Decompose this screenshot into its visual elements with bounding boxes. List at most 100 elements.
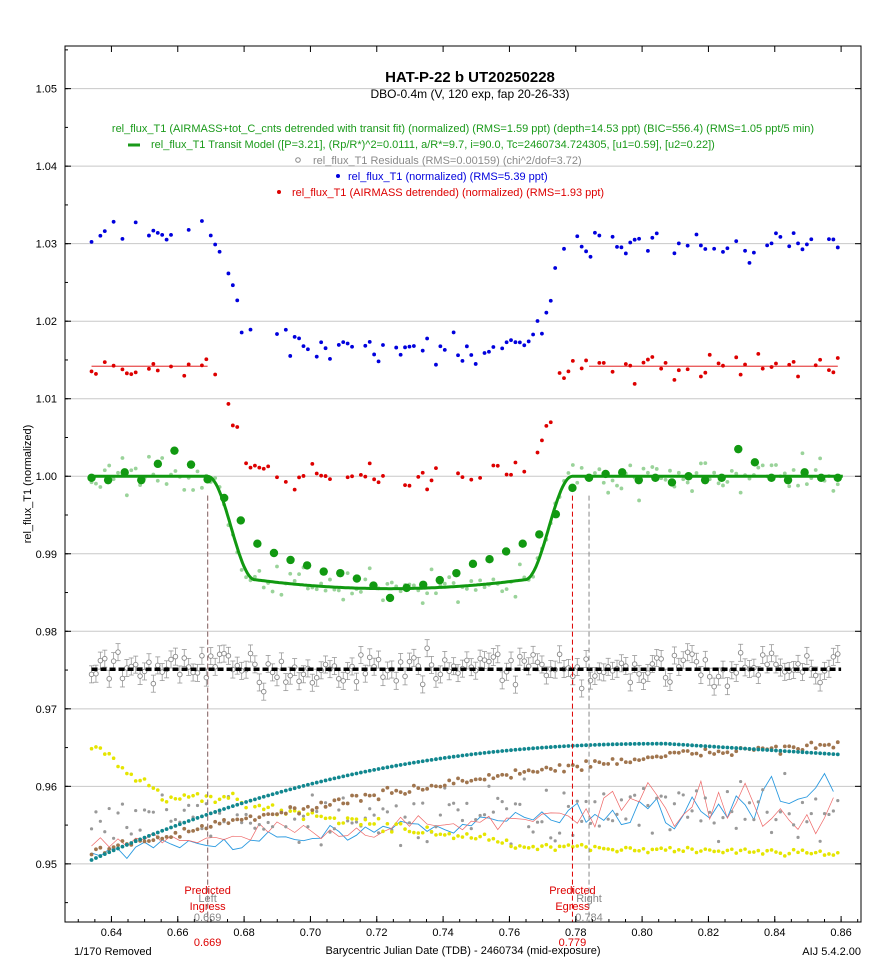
residual-point [260, 688, 267, 695]
width-point [738, 848, 743, 853]
raw-flux-point [376, 359, 381, 364]
width-point [509, 844, 513, 849]
width-point [743, 847, 747, 851]
airmass-point [756, 747, 761, 752]
residual-point [208, 653, 214, 659]
residual-point [667, 679, 673, 685]
width-point [94, 745, 98, 749]
binned-point [236, 516, 245, 525]
tot-c-cnts-point [447, 778, 452, 783]
raw-flux-point [297, 336, 301, 341]
airmass-detrended-point [548, 420, 553, 425]
raw-flux-point [350, 344, 354, 349]
detrended-point [712, 470, 717, 475]
residual-point [256, 679, 263, 686]
sky-point [129, 832, 133, 836]
airmass-point [738, 746, 743, 751]
raw-flux-point [734, 239, 739, 244]
predicted-markers: PredictedIngress0.669PredictedEgress0.77… [184, 495, 603, 949]
width-point [765, 848, 769, 853]
sky-point [173, 817, 178, 822]
detrended-point [593, 471, 597, 475]
tot-c-cnts-point [253, 818, 257, 822]
residual-point [309, 680, 316, 686]
raw-flux-point [213, 242, 218, 247]
airmass-detrended-point [703, 370, 708, 375]
sky-point [337, 808, 341, 812]
binned-point [170, 446, 179, 455]
width-point [487, 838, 491, 842]
airmass-detrended-point [566, 369, 571, 374]
airmass-detrended-point [226, 402, 231, 406]
sky-point [668, 828, 672, 832]
raw-flux-point [588, 254, 593, 259]
tot-c-cnts-point [191, 829, 195, 833]
airmass-point [133, 839, 138, 844]
airmass-point [451, 754, 456, 759]
detrended-point [411, 583, 416, 588]
residual-point [702, 657, 709, 663]
sky-point [328, 830, 332, 834]
raw-flux-point [650, 235, 655, 240]
width-point [376, 816, 381, 821]
detrended-point [257, 569, 262, 573]
airmass-point [588, 743, 593, 747]
sky-point [151, 810, 155, 814]
sky-point [575, 799, 579, 803]
airmass-detrended-point [685, 367, 690, 372]
width-point [756, 848, 761, 853]
tot-c-cnts-point [491, 776, 496, 781]
binned-point [800, 468, 809, 477]
sky-point [588, 821, 593, 826]
sky-point [716, 839, 721, 844]
detrended-point [124, 493, 129, 498]
width-point [451, 836, 456, 841]
width-point [500, 841, 504, 845]
tot-c-cnts-point [791, 745, 796, 750]
detrended-point [570, 463, 575, 467]
airmass-point [306, 782, 310, 787]
airmass-detrended-point [623, 362, 628, 366]
raw-flux-point [827, 237, 831, 242]
sky-point [831, 809, 835, 813]
sky-point [633, 793, 637, 797]
residual-point [102, 655, 108, 662]
airmass-point [372, 767, 377, 772]
airmass-detrended-point [200, 363, 204, 368]
residual-point [658, 656, 664, 662]
airmass-point [818, 751, 823, 756]
width-point [681, 849, 686, 854]
airmass-point [102, 852, 107, 857]
sky-point [787, 812, 791, 816]
sky-point [160, 793, 164, 797]
airmass-detrended-point [429, 478, 434, 483]
airmass-point [513, 747, 518, 752]
airmass-point [261, 794, 266, 799]
raw-flux-point [464, 344, 469, 349]
airmass-detrended-point [235, 425, 240, 429]
detrended-point [456, 600, 460, 605]
raw-flux-point [411, 344, 416, 348]
airmass-detrended-point [610, 369, 615, 374]
residual-point [234, 662, 241, 669]
raw-flux-point [751, 250, 756, 255]
sky-point [553, 839, 557, 843]
binned-point [535, 530, 544, 539]
airmass-point [447, 755, 452, 760]
residual-point [517, 653, 523, 660]
airmass-point [244, 800, 248, 804]
detrended-point [253, 574, 257, 579]
binned-point [385, 593, 395, 603]
sky-point [399, 843, 403, 848]
raw-flux-point [235, 298, 240, 303]
width-point [796, 850, 800, 855]
width-point [482, 832, 487, 837]
sky-point [734, 826, 738, 830]
tot-c-cnts-point [676, 750, 681, 755]
detrended-point [698, 461, 703, 466]
legend: rel_flux_T1 (AIRMASS+tot_C_cnts detrende… [112, 123, 814, 199]
airmass-point [328, 777, 332, 782]
width-point [752, 850, 756, 854]
raw-flux-point [147, 233, 151, 238]
airmass-point [769, 748, 774, 753]
